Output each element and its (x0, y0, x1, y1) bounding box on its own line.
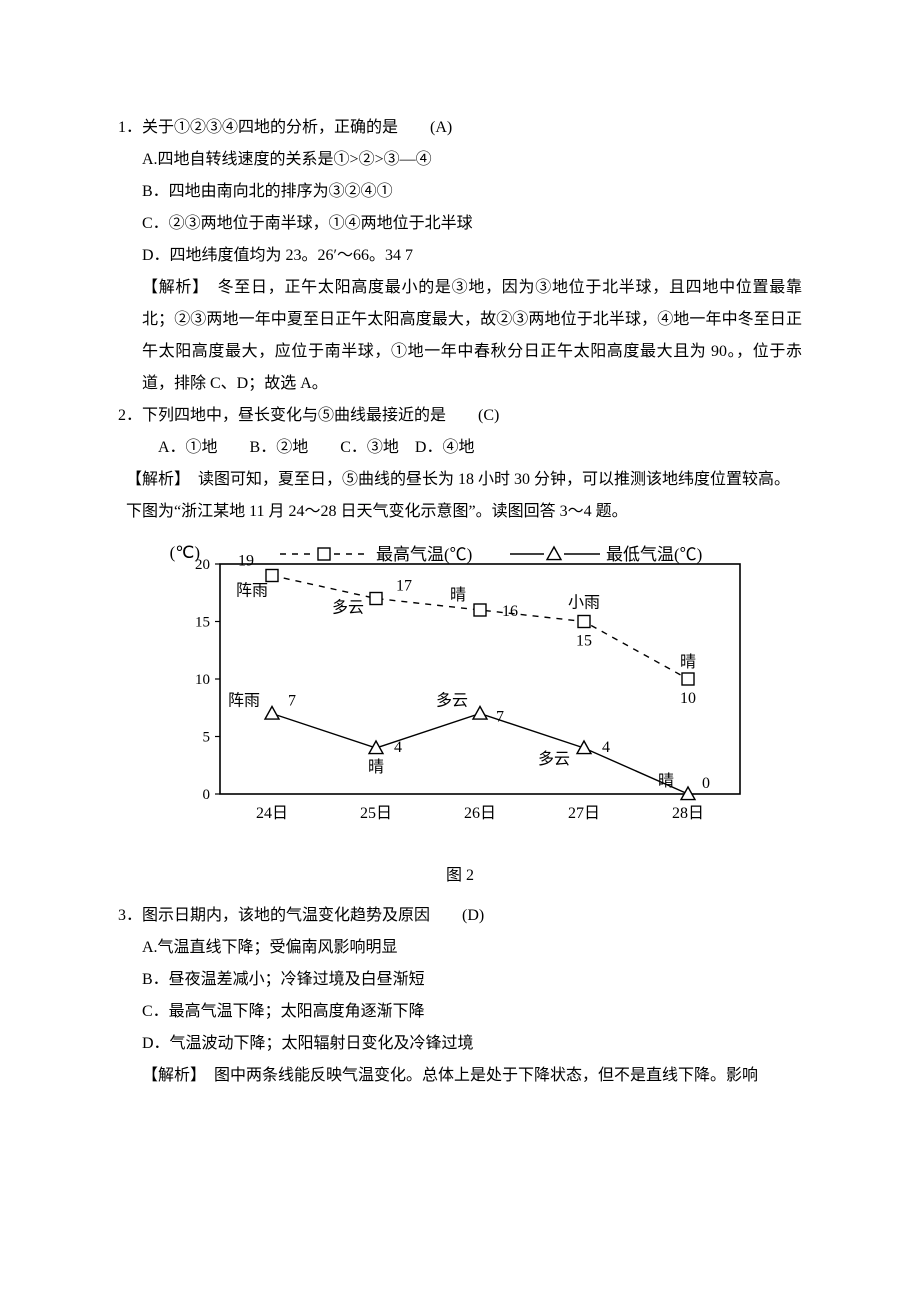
figure-caption: 图 2 (118, 860, 802, 892)
svg-text:4: 4 (394, 739, 402, 756)
svg-text:25日: 25日 (360, 805, 392, 822)
svg-text:15: 15 (195, 615, 210, 631)
q2-stem: 2．下列四地中，昼长变化与⑤曲线最接近的是 (C) (118, 400, 802, 432)
q3-opt-d: D．气温波动下降；太阳辐射日变化及冷锋过境 (118, 1028, 802, 1060)
svg-text:10: 10 (680, 690, 696, 707)
svg-text:0: 0 (702, 775, 710, 792)
weather-chart-svg: (℃)最高气温(℃)最低气温(℃)0510152024日25日26日27日28日… (150, 534, 770, 844)
svg-text:7: 7 (496, 709, 504, 726)
svg-text:多云: 多云 (436, 692, 468, 710)
svg-text:晴: 晴 (368, 758, 384, 776)
svg-text:阵雨: 阵雨 (236, 582, 268, 600)
q3-explanation: 【解析】 图中两条线能反映气温变化。总体上是处于下降状态，但不是直线下降。影响 (118, 1060, 802, 1092)
svg-text:16: 16 (502, 603, 518, 620)
document-page: 1．关于①②③④四地的分析，正确的是 (A) A.四地自转线速度的关系是①>②>… (0, 0, 920, 1302)
q1-explanation: 【解析】 冬至日，正午太阳高度最小的是③地，因为③地位于北半球，且四地中位置最靠… (118, 272, 802, 400)
svg-text:10: 10 (195, 672, 210, 688)
svg-text:多云: 多云 (538, 750, 570, 768)
svg-text:晴: 晴 (450, 586, 466, 604)
svg-text:27日: 27日 (568, 805, 600, 822)
q3-stem: 3．图示日期内，该地的气温变化趋势及原因 (D) (118, 900, 802, 932)
q1-opt-a: A.四地自转线速度的关系是①>②>③—④ (118, 144, 802, 176)
svg-text:小雨: 小雨 (568, 594, 600, 612)
q2-explanation: 【解析】 读图可知，夏至日，⑤曲线的昼长为 18 小时 30 分钟，可以推测该地… (118, 464, 802, 496)
svg-text:24日: 24日 (256, 805, 288, 822)
q2-options: A．①地 B．②地 C．③地 D．④地 (118, 432, 802, 464)
svg-text:17: 17 (396, 578, 412, 595)
svg-text:28日: 28日 (672, 805, 704, 822)
svg-text:19: 19 (238, 553, 254, 570)
weather-chart: (℃)最高气温(℃)最低气温(℃)0510152024日25日26日27日28日… (118, 534, 802, 856)
chart-intro: 下图为“浙江某地 11 月 24～28 日天气变化示意图”。读图回答 3～4 题… (118, 496, 802, 528)
svg-text:阵雨: 阵雨 (228, 692, 260, 710)
svg-text:晴: 晴 (658, 772, 674, 790)
svg-text:7: 7 (288, 693, 296, 710)
svg-text:最低气温(℃): 最低气温(℃) (606, 545, 702, 564)
q1-opt-b: B．四地由南向北的排序为③②④① (118, 176, 802, 208)
svg-text:多云: 多云 (332, 599, 364, 617)
svg-text:26日: 26日 (464, 805, 496, 822)
svg-text:0: 0 (203, 787, 211, 803)
svg-text:15: 15 (576, 633, 592, 650)
svg-text:晴: 晴 (680, 653, 696, 671)
q1-stem: 1．关于①②③④四地的分析，正确的是 (A) (118, 112, 802, 144)
q3-opt-b: B．昼夜温差减小；冷锋过境及白昼渐短 (118, 964, 802, 996)
q1-opt-d: D．四地纬度值均为 23。26′～66。34 7 (118, 240, 802, 272)
svg-text:5: 5 (203, 730, 211, 746)
svg-text:4: 4 (602, 739, 610, 756)
q3-opt-a: A.气温直线下降；受偏南风影响明显 (118, 932, 802, 964)
svg-text:最高气温(℃): 最高气温(℃) (376, 545, 472, 564)
q1-opt-c: C．②③两地位于南半球，①④两地位于北半球 (118, 208, 802, 240)
q3-opt-c: C．最高气温下降；太阳高度角逐渐下降 (118, 996, 802, 1028)
svg-text:20: 20 (195, 557, 210, 573)
